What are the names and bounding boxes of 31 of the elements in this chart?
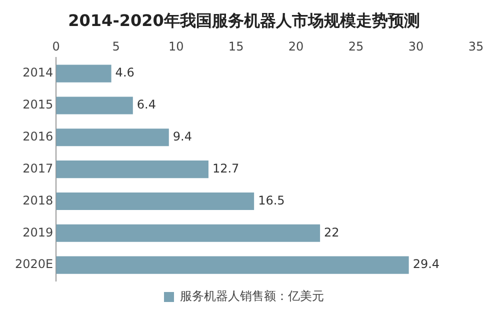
data-label: 6.4: [136, 98, 156, 112]
x-tick-label: 10: [168, 40, 184, 54]
x-tick-label: 15: [228, 40, 244, 54]
x-tick-label: 35: [468, 40, 484, 54]
y-tick-label: 2017: [22, 161, 54, 176]
bar: [56, 96, 133, 114]
bar: [56, 256, 409, 274]
bar: [56, 160, 208, 178]
data-label: 16.5: [258, 193, 285, 208]
bar: [56, 224, 320, 242]
x-tick-label: 30: [408, 40, 424, 54]
x-tick-label: 25: [348, 40, 364, 54]
data-label: 12.7: [212, 161, 240, 176]
bar: [56, 64, 112, 82]
y-tick-label: 2020E: [14, 257, 54, 272]
y-tick-label: 2019: [22, 225, 54, 240]
data-label: 29.4: [412, 257, 440, 272]
x-tick-label: 0: [52, 40, 60, 54]
x-tick-label: 20: [288, 40, 304, 54]
data-label: 22: [324, 225, 340, 240]
y-tick-label: 2014: [22, 66, 54, 80]
y-tick-label: 2018: [22, 193, 54, 208]
data-label: 4.6: [115, 66, 134, 80]
y-tick-label: 2016: [22, 130, 54, 144]
bar: [56, 192, 254, 210]
data-label: 9.4: [172, 130, 192, 144]
x-tick-label: 5: [112, 40, 120, 54]
chart-title: 2014-2020年我国服务机器人市场规模走势预测: [68, 10, 420, 30]
y-tick-label: 2015: [22, 98, 54, 112]
bar: [56, 128, 169, 146]
legend-label: 服务机器人销售额：亿美元: [180, 289, 324, 304]
